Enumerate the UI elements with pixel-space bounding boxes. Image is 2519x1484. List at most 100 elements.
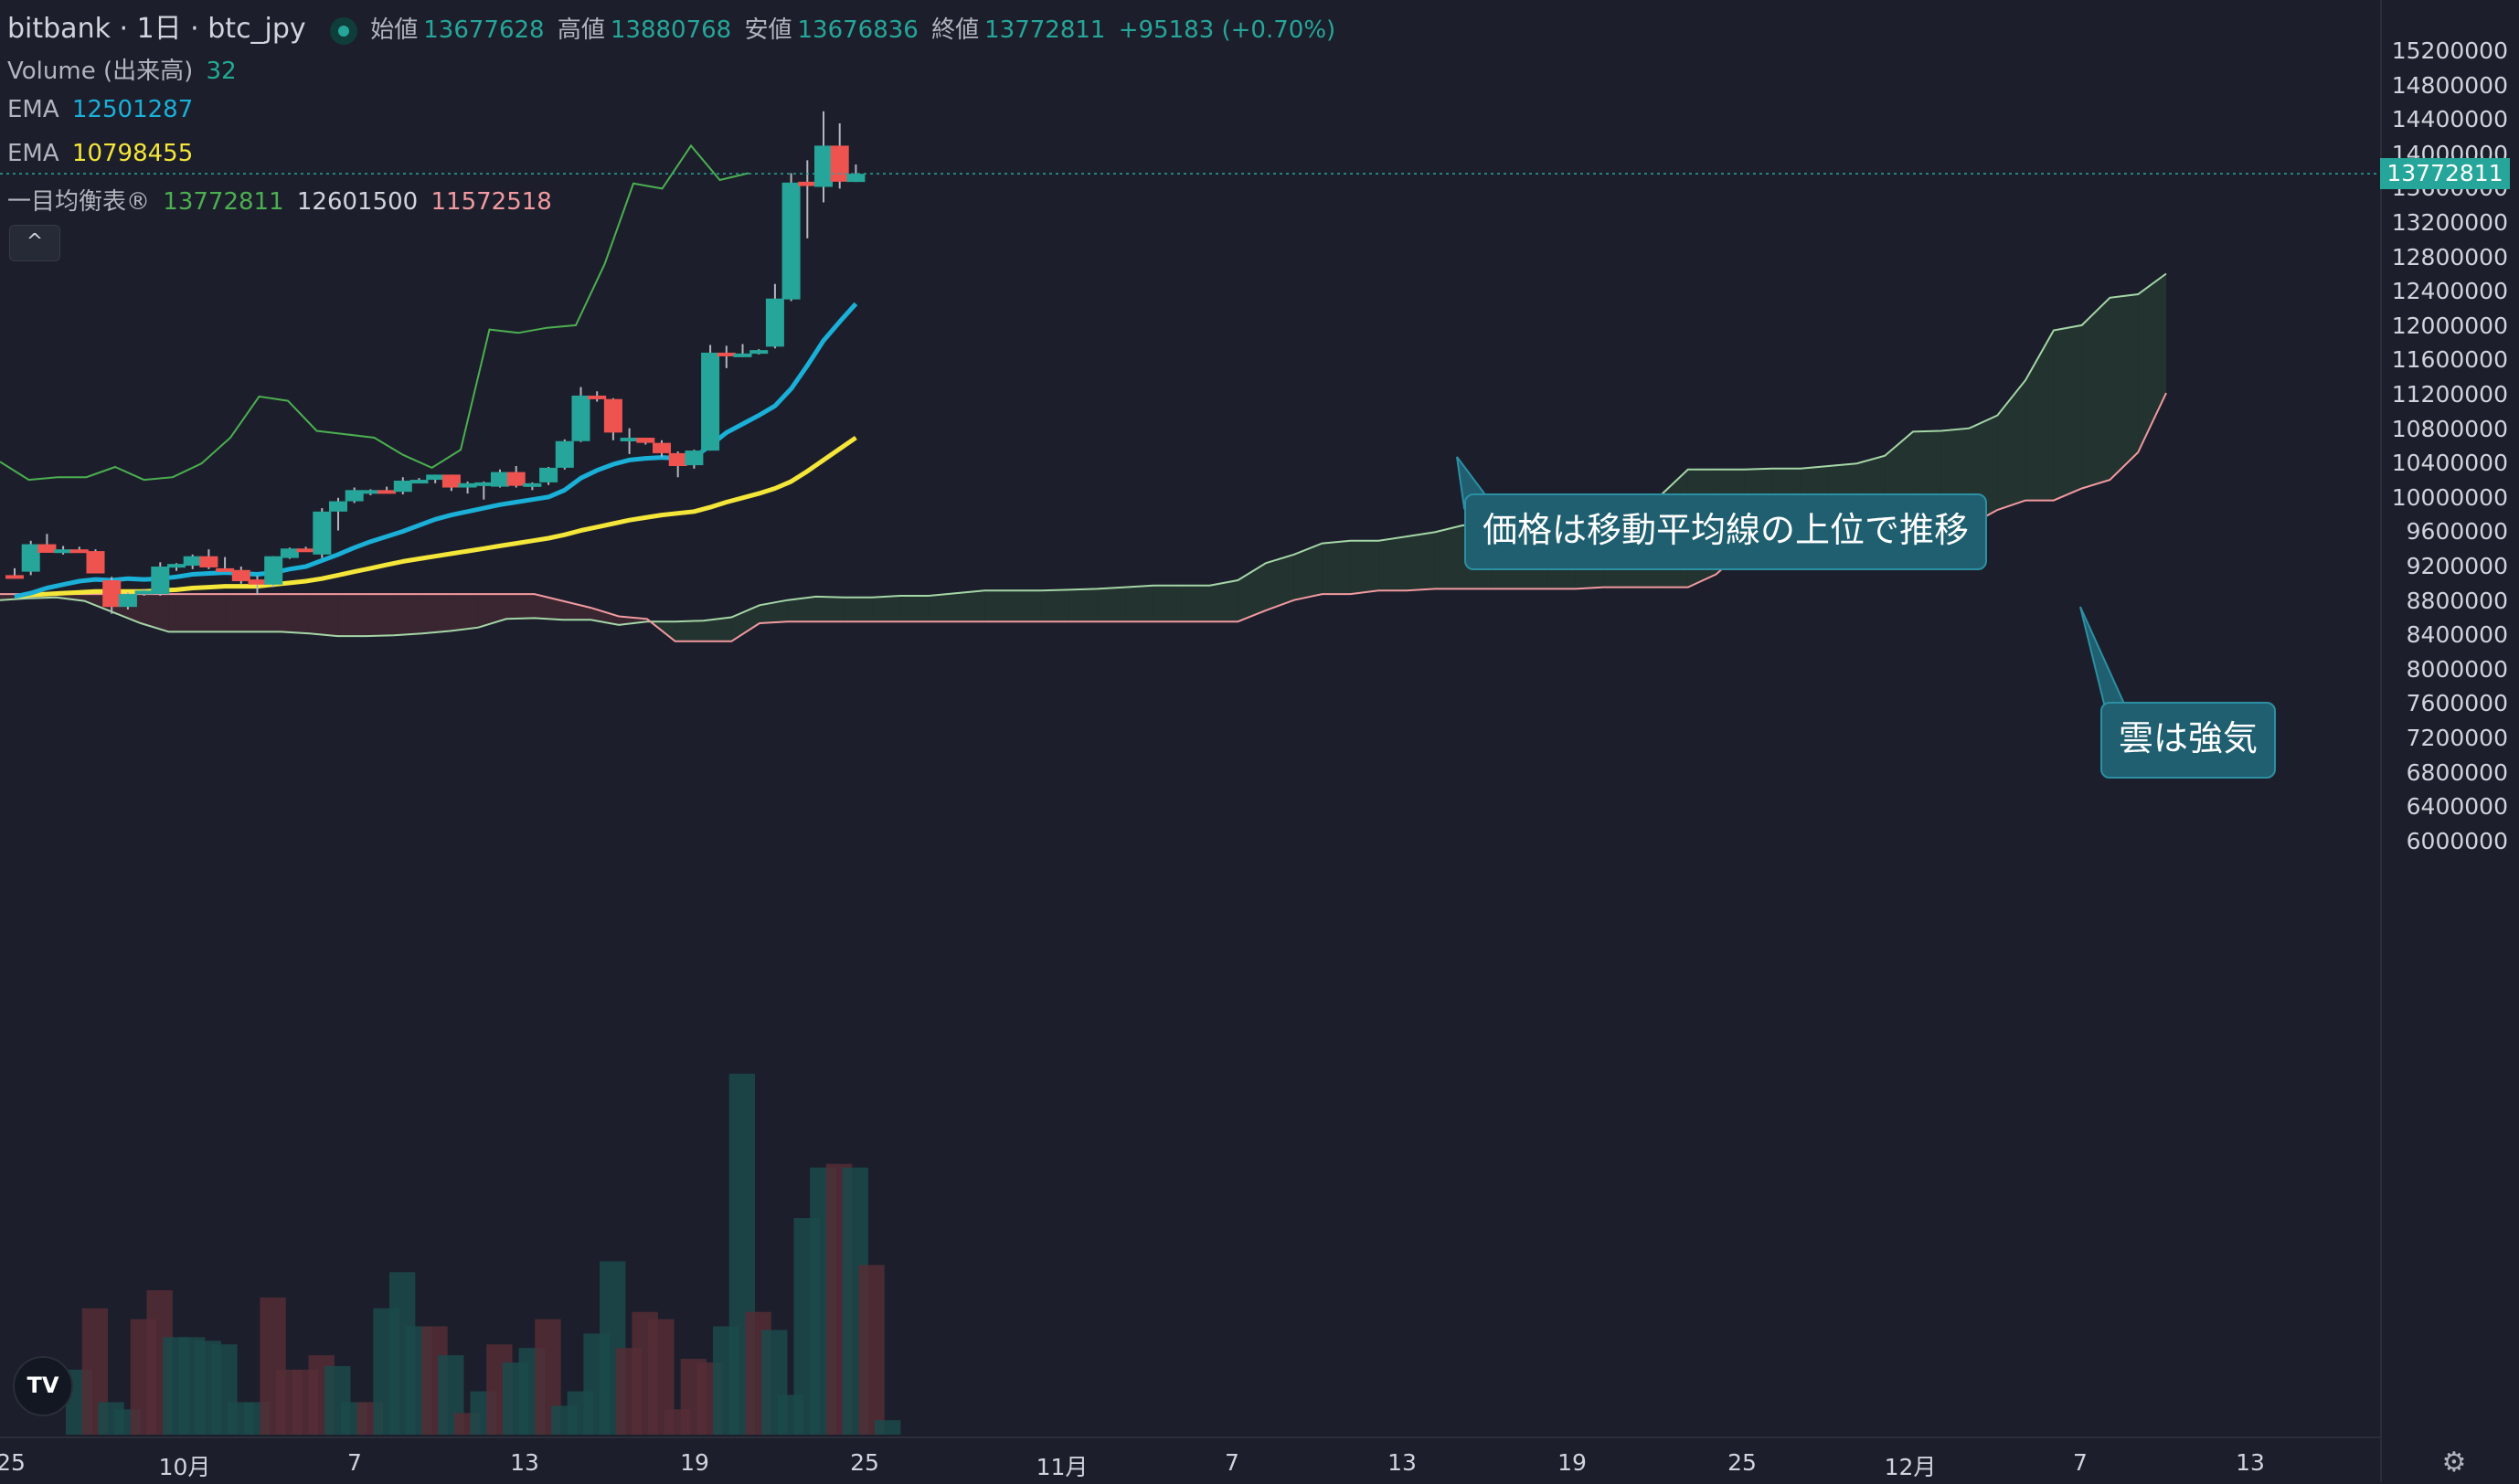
price-tick: 14400000 bbox=[2391, 106, 2508, 133]
ichimoku-value-2: 12601500 bbox=[296, 188, 419, 216]
settings-icon[interactable]: ⚙ bbox=[2441, 1447, 2467, 1479]
price-axis[interactable]: 1520000014800000144000001400000013600000… bbox=[2380, 0, 2519, 1482]
candle-body bbox=[248, 579, 267, 585]
cloud-segment bbox=[2025, 330, 2054, 501]
candle-body bbox=[216, 567, 235, 572]
candle-body bbox=[636, 438, 655, 443]
ema-fast-line bbox=[14, 302, 858, 599]
time-axis[interactable]: 25 10月 7 13 19 25 11月 7 13 19 25 12月 7 13 bbox=[0, 1436, 2380, 1484]
change-value: +95183 (+0.70%) bbox=[1118, 16, 1336, 44]
cloud-callout[interactable]: 雲は強気 bbox=[2100, 702, 2277, 779]
candle-body bbox=[571, 395, 590, 441]
candle-body bbox=[539, 467, 558, 482]
candle-body bbox=[814, 145, 833, 187]
volume-bar bbox=[858, 1265, 885, 1435]
candle-body bbox=[86, 551, 105, 574]
price-tick: 7200000 bbox=[2406, 725, 2508, 751]
ichimoku-legend[interactable]: 一目均衡表® 13772811 12601500 11572518 bbox=[7, 183, 558, 217]
tradingview-logo-icon[interactable]: TV bbox=[13, 1356, 73, 1416]
cloud-segment bbox=[899, 595, 929, 622]
volume-legend[interactable]: Volume (出来高) 32 bbox=[7, 52, 242, 86]
candle-body bbox=[280, 548, 299, 558]
price-tick: 6400000 bbox=[2406, 793, 2508, 821]
time-tick: 19 bbox=[1557, 1449, 1587, 1476]
price-tick: 15200000 bbox=[2391, 37, 2508, 64]
cloud-segment bbox=[984, 590, 1014, 622]
time-tick: 7 bbox=[2073, 1449, 2088, 1476]
high-value: 13880768 bbox=[610, 16, 732, 44]
cloud-segment bbox=[421, 594, 451, 634]
cloud-segment bbox=[140, 594, 169, 632]
cloud-segment bbox=[1153, 585, 1182, 622]
price-tick: 9200000 bbox=[2406, 553, 2508, 579]
cloud-segment bbox=[366, 594, 394, 637]
cloud-segment bbox=[731, 605, 760, 641]
time-tick: 7 bbox=[1225, 1449, 1239, 1476]
ema-slow-legend[interactable]: EMA 10798455 bbox=[7, 140, 198, 167]
candle-body bbox=[296, 548, 315, 553]
ichimoku-cloud-layer bbox=[0, 272, 2167, 642]
cloud-segment bbox=[225, 594, 254, 632]
candle-body bbox=[409, 480, 429, 484]
cloud-segment bbox=[2138, 273, 2166, 452]
ema-slow-label: EMA bbox=[7, 140, 59, 167]
volume-value: 32 bbox=[206, 58, 237, 85]
time-tick: 13 bbox=[1387, 1449, 1417, 1476]
price-tick: 12800000 bbox=[2391, 243, 2508, 270]
candle-body bbox=[441, 474, 461, 488]
candles-layer bbox=[5, 111, 866, 614]
cloud-segment bbox=[844, 597, 873, 622]
candle-body bbox=[377, 490, 397, 494]
open-label: 始値 bbox=[370, 16, 419, 44]
candle-body bbox=[668, 452, 687, 467]
candle-body bbox=[474, 482, 494, 486]
chevron-up-icon: ^ bbox=[26, 230, 44, 253]
candle-body bbox=[555, 440, 574, 468]
cloud-segment bbox=[675, 620, 704, 641]
candle-body bbox=[37, 544, 57, 553]
candle-body bbox=[264, 556, 283, 585]
price-tick: 14800000 bbox=[2391, 71, 2508, 99]
cloud-segment bbox=[197, 594, 226, 632]
candle-body bbox=[506, 472, 526, 486]
last-price-tag: 13772811 bbox=[2380, 158, 2510, 190]
candle-body bbox=[102, 580, 122, 608]
volume-bar bbox=[875, 1420, 901, 1435]
candle-body bbox=[118, 594, 137, 608]
candle-body bbox=[588, 395, 607, 399]
price-tick: 6800000 bbox=[2406, 758, 2508, 786]
candle-body bbox=[231, 569, 250, 581]
price-tick: 10800000 bbox=[2391, 415, 2508, 442]
cloud-segment bbox=[872, 595, 900, 622]
low-value: 13676836 bbox=[797, 16, 919, 44]
cloud-segment bbox=[1040, 589, 1069, 622]
cloud-segment bbox=[787, 596, 816, 622]
time-tick: 25 bbox=[850, 1449, 879, 1476]
cloud-segment bbox=[506, 594, 535, 620]
time-tick: 13 bbox=[2236, 1449, 2265, 1476]
cloud-segment bbox=[956, 590, 985, 622]
cloud-segment bbox=[2110, 294, 2139, 481]
ema-fast-label: EMA bbox=[7, 96, 59, 123]
cloud-segment bbox=[1125, 585, 1153, 622]
collapse-legend-button[interactable]: ^ bbox=[9, 225, 60, 261]
candle-body bbox=[167, 564, 186, 568]
price-callout[interactable]: 価格は移動平均線の上位で推移 bbox=[1464, 493, 1988, 570]
ichimoku-value-1: 13772811 bbox=[163, 188, 284, 216]
senkou-span-a-line bbox=[0, 272, 2167, 638]
cloud-segment bbox=[1997, 380, 2026, 510]
candle-body bbox=[798, 181, 817, 186]
cloud-segment bbox=[1209, 580, 1238, 622]
candle-body bbox=[491, 472, 509, 487]
time-tick: 7 bbox=[347, 1449, 362, 1476]
candle-body bbox=[69, 549, 89, 554]
ema-fast-legend[interactable]: EMA 12501287 bbox=[7, 96, 198, 123]
ema-fast-value: 12501287 bbox=[71, 96, 194, 123]
symbol-title[interactable]: bitbank · 1日 · btc_jpy bbox=[7, 13, 306, 45]
cloud-segment bbox=[2053, 324, 2082, 501]
price-tick: 9600000 bbox=[2406, 518, 2508, 546]
candle-body bbox=[523, 482, 542, 487]
candle-body bbox=[21, 544, 40, 572]
close-label: 終値 bbox=[931, 16, 980, 44]
cloud-segment bbox=[1350, 540, 1379, 595]
